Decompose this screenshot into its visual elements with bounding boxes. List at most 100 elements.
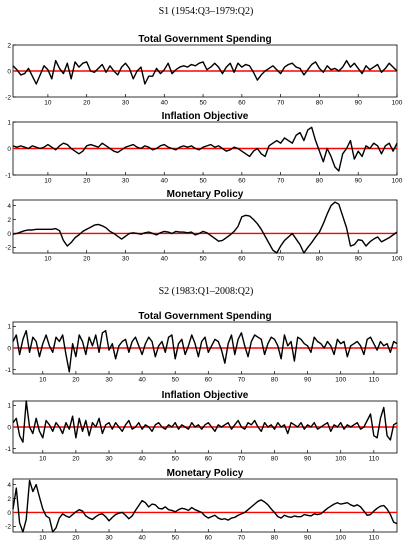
x-tick-label: 60 (238, 100, 246, 107)
x-tick-label: 30 (122, 100, 130, 107)
y-tick-label: 4 (7, 482, 11, 489)
x-tick-label: 10 (39, 377, 47, 384)
x-tick-label: 60 (205, 535, 213, 542)
y-tick-label: 0 (7, 424, 11, 431)
x-tick-label: 40 (161, 256, 169, 263)
chart-panel: Monetary Policy -2 0 2 4 10 20 30 40 50 60 70 80 90 10… (5, 468, 398, 542)
x-tick-label: 100 (392, 178, 403, 185)
y-tick-label: -1 (5, 446, 11, 453)
x-tick-label: 80 (271, 377, 279, 384)
x-tick-label: 50 (172, 456, 180, 463)
chart-panel: Total Government Spending -2 0 2 10 20 30 40 50 6… (5, 34, 403, 107)
panel-title: Total Government Spending (138, 311, 271, 322)
x-tick-label: 50 (172, 377, 180, 384)
x-tick-label: 70 (238, 535, 246, 542)
y-tick-label: 0 (7, 68, 11, 75)
x-tick-label: 30 (105, 456, 113, 463)
y-tick-label: 0 (7, 146, 11, 153)
x-tick-label: 70 (277, 100, 285, 107)
x-tick-label: 60 (205, 456, 213, 463)
x-tick-label: 100 (335, 377, 346, 384)
x-tick-label: 10 (44, 178, 52, 185)
section-title: S1 (1954:Q3–1979:Q2) (159, 6, 254, 17)
x-tick-label: 50 (199, 178, 207, 185)
x-tick-label: 40 (161, 178, 169, 185)
section-title: S2 (1983:Q1–2008:Q2) (159, 286, 254, 297)
x-tick-label: 80 (271, 456, 279, 463)
series-line (12, 479, 398, 533)
x-tick-label: 50 (199, 256, 207, 263)
y-tick-label: -2 (5, 94, 11, 101)
x-tick-label: 70 (277, 178, 285, 185)
x-tick-label: 20 (72, 377, 80, 384)
x-tick-label: 30 (105, 535, 113, 542)
y-tick-label: -2 (5, 524, 11, 531)
y-tick-label: 2 (7, 496, 11, 503)
x-tick-label: 90 (304, 377, 312, 384)
x-tick-label: 80 (271, 535, 279, 542)
panel-title: Monetary Policy (167, 189, 244, 200)
y-tick-label: 0 (7, 231, 11, 238)
x-tick-label: 80 (316, 100, 324, 107)
x-tick-label: 100 (392, 256, 403, 263)
x-tick-label: 70 (277, 256, 285, 263)
x-tick-label: 10 (39, 535, 47, 542)
panel-title: Inflation Objective (162, 111, 249, 122)
y-tick-label: -1 (5, 367, 11, 374)
series-line (12, 59, 398, 85)
x-tick-label: 110 (369, 377, 380, 384)
panel-title: Inflation Objective (162, 390, 249, 401)
x-tick-label: 80 (316, 256, 324, 263)
x-tick-label: 100 (335, 456, 346, 463)
x-tick-label: 70 (238, 377, 246, 384)
x-tick-label: 40 (138, 377, 146, 384)
x-tick-label: 40 (138, 456, 146, 463)
y-tick-label: -1 (5, 172, 11, 179)
x-tick-label: 10 (44, 100, 52, 107)
series-line (12, 400, 398, 443)
x-tick-label: 100 (392, 100, 403, 107)
x-tick-label: 60 (205, 377, 213, 384)
chart-panel: Monetary Policy -2 0 2 4 10 20 30 40 50 60 70 80 90 10… (5, 189, 403, 263)
y-tick-label: 2 (7, 217, 11, 224)
y-tick-label: 1 (7, 324, 11, 331)
y-tick-label: -2 (5, 245, 11, 252)
y-tick-label: 1 (7, 403, 11, 410)
x-tick-label: 50 (172, 535, 180, 542)
panel-title: Monetary Policy (167, 468, 244, 479)
x-tick-label: 10 (39, 456, 47, 463)
x-tick-label: 90 (355, 100, 363, 107)
plot-frame (12, 478, 398, 533)
series-line (12, 329, 398, 373)
x-tick-label: 20 (83, 100, 91, 107)
x-tick-label: 90 (355, 256, 363, 263)
x-tick-label: 40 (161, 100, 169, 107)
y-tick-label: 1 (7, 119, 11, 126)
y-tick-label: 2 (7, 42, 11, 49)
x-tick-label: 100 (335, 535, 346, 542)
x-tick-label: 60 (238, 178, 246, 185)
plot-frame (12, 199, 398, 254)
series-line (12, 201, 398, 254)
x-tick-label: 30 (105, 377, 113, 384)
x-tick-label: 110 (369, 456, 380, 463)
x-tick-label: 30 (122, 256, 130, 263)
x-tick-label: 80 (316, 178, 324, 185)
x-tick-label: 10 (44, 256, 52, 263)
series-line (12, 126, 398, 172)
x-tick-label: 20 (72, 456, 80, 463)
x-tick-label: 30 (122, 178, 130, 185)
x-tick-label: 20 (72, 535, 80, 542)
y-tick-label: 4 (7, 203, 11, 210)
x-tick-label: 90 (355, 178, 363, 185)
x-tick-label: 20 (83, 256, 91, 263)
x-tick-label: 110 (369, 535, 380, 542)
x-tick-label: 90 (304, 456, 312, 463)
x-tick-label: 90 (304, 535, 312, 542)
panel-title: Total Government Spending (138, 34, 271, 45)
x-tick-label: 60 (238, 256, 246, 263)
